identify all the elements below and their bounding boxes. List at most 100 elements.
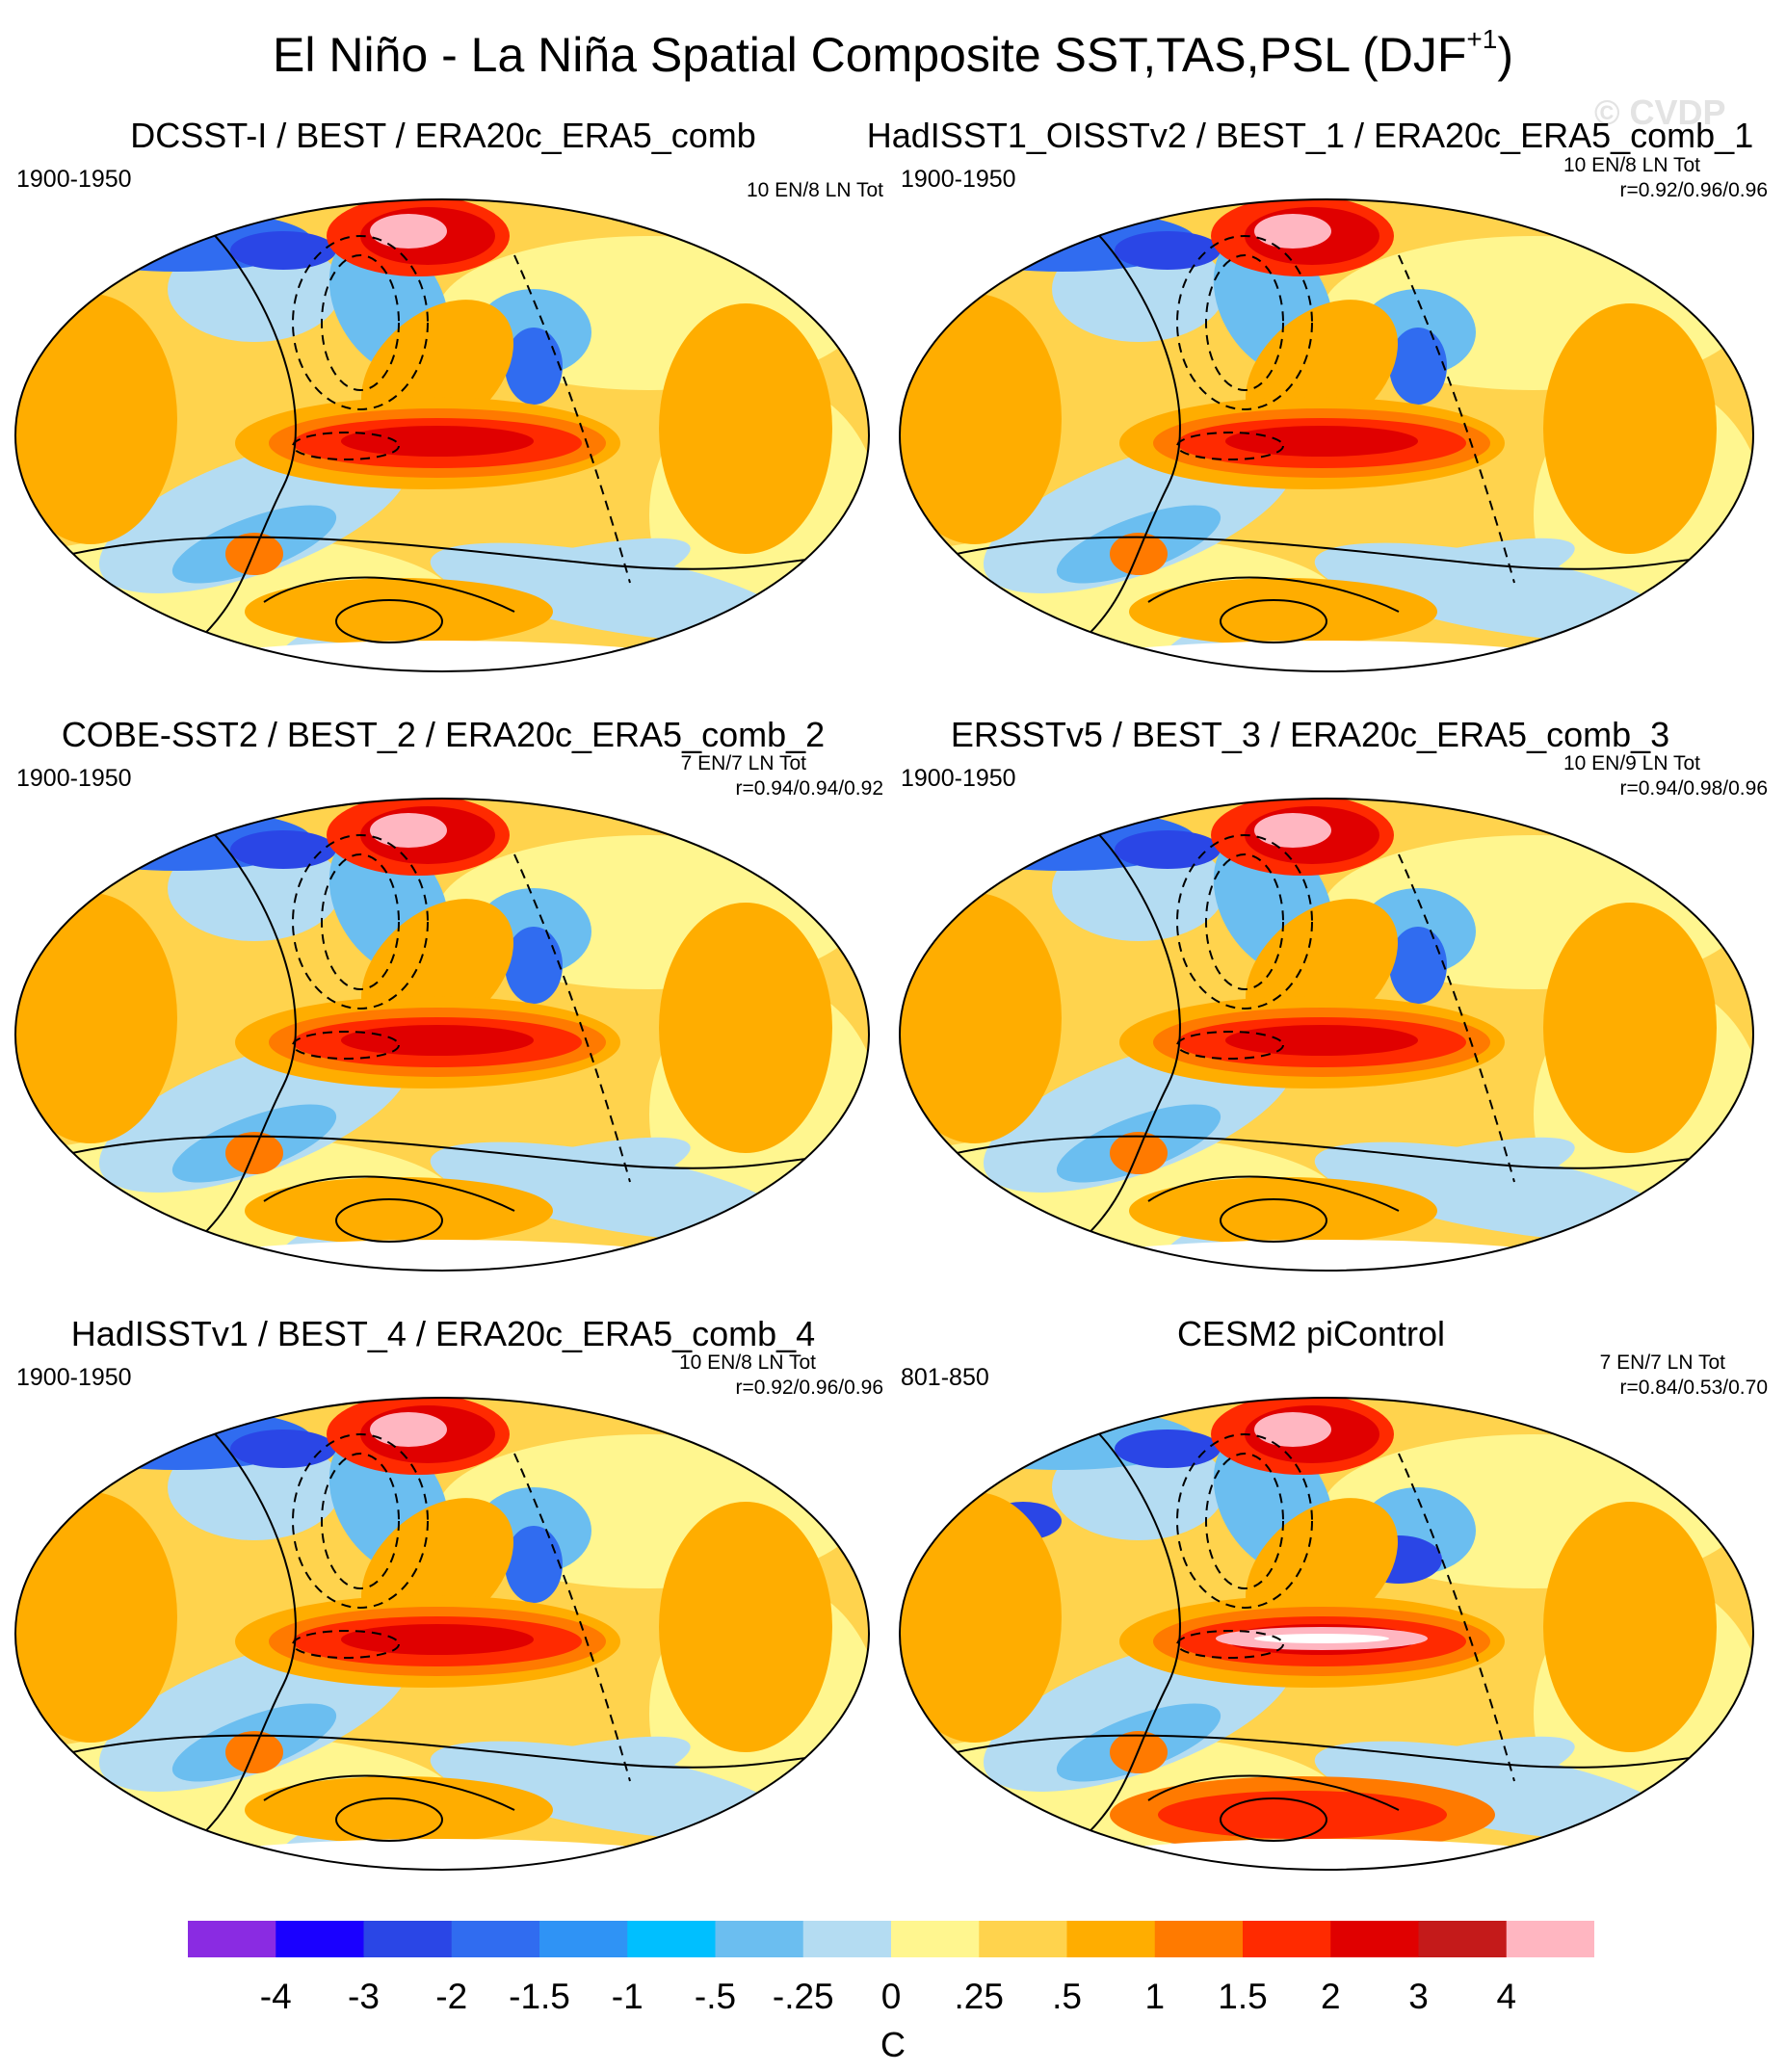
warm-anomaly-region xyxy=(659,1502,832,1752)
colorbar-tick-label: .5 xyxy=(1052,1977,1082,2016)
psl-contour-negative xyxy=(292,1630,400,1659)
antarctica-no-data xyxy=(1009,1240,1644,1271)
panel-5-map xyxy=(14,1397,870,1871)
colorbar-tick-label: .25 xyxy=(954,1977,1004,2016)
colorbar-tick-label: 4 xyxy=(1496,1977,1517,2016)
antarctica-no-data xyxy=(1009,641,1644,671)
warm-anomaly-region xyxy=(1543,1502,1717,1752)
panel-1-period: 1900-1950 xyxy=(16,166,132,193)
psl-contour-positive xyxy=(335,1797,443,1842)
colorbar-tick-label: -4 xyxy=(259,1977,292,2016)
alaska-warm-anomaly-core xyxy=(370,813,447,848)
psl-contour-negative xyxy=(513,254,631,584)
psl-contours xyxy=(916,225,1747,651)
colorbar-swatch xyxy=(363,1921,453,1957)
panel-2-map xyxy=(899,198,1754,672)
panel-6-corr: r=0.84/0.53/0.70 xyxy=(1619,1377,1768,1399)
panel-6-period: 801-850 xyxy=(901,1364,989,1391)
panel-3-events: 7 EN/7 LN Tot xyxy=(680,752,806,774)
panel-3-title: COBE-SST2 / BEST_2 / ERA20c_ERA5_comb_2 xyxy=(61,715,826,754)
antarctica-no-data xyxy=(124,1240,760,1271)
enso-tongue xyxy=(1225,426,1418,457)
warm-anomaly-region xyxy=(15,893,177,1143)
alaska-warm-anomaly-core xyxy=(370,214,447,249)
panel-1-events: 10 EN/8 LN Tot xyxy=(746,179,883,201)
colorbar-tick-label: -.5 xyxy=(694,1977,737,2016)
colorbar-swatch xyxy=(1066,1921,1156,1957)
colorbar-swatch xyxy=(539,1921,628,1957)
alaska-warm-anomaly-core xyxy=(370,1412,447,1447)
panel-1-map xyxy=(14,198,870,672)
warm-anomaly-region xyxy=(900,294,1062,544)
psl-contour-positive xyxy=(1147,1175,1400,1212)
psl-contour-negative xyxy=(292,1031,400,1060)
colorbar-swatch xyxy=(627,1921,716,1957)
panel-6-map xyxy=(899,1397,1754,1871)
colorbar-tick-label: 0 xyxy=(880,1977,902,2016)
psl-contour-positive xyxy=(1220,1198,1327,1243)
colorbar-swatch xyxy=(802,1921,892,1957)
psl-contour-negative xyxy=(1205,254,1284,391)
psl-contour-negative xyxy=(321,853,400,990)
psl-contour-negative xyxy=(513,1453,631,1782)
psl-contours xyxy=(916,1424,1747,1849)
psl-contour-negative xyxy=(292,432,400,460)
enso-tongue xyxy=(1225,1025,1418,1056)
psl-contour-negative xyxy=(292,235,429,410)
colorbar-tick-label: 1 xyxy=(1144,1977,1166,2016)
panel-3-period: 1900-1950 xyxy=(16,765,132,792)
colorbar-tick-label: 2 xyxy=(1320,1977,1341,2016)
psl-contour-positive xyxy=(32,1734,862,1769)
psl-contour-positive xyxy=(186,1424,297,1849)
enso-tongue xyxy=(341,1624,534,1655)
colorbar-units: C xyxy=(880,2025,906,2064)
colorbar-swatch xyxy=(1243,1921,1331,1957)
colorbar-swatch xyxy=(715,1921,804,1957)
colorbar-swatch xyxy=(1154,1921,1244,1957)
panel-5-corr: r=0.92/0.96/0.96 xyxy=(735,1377,883,1399)
siberia-cold-anomaly xyxy=(230,830,336,869)
psl-contour-positive xyxy=(1147,576,1400,613)
psl-contour-positive xyxy=(1070,225,1181,651)
psl-contour-negative xyxy=(1205,853,1284,990)
alaska-warm-anomaly-core xyxy=(1254,813,1331,848)
psl-contour-negative xyxy=(1176,1433,1313,1609)
colorbar-swatch xyxy=(276,1921,364,1957)
warm-anomaly-region xyxy=(900,893,1062,1143)
panel-4-corr: r=0.94/0.98/0.96 xyxy=(1619,777,1768,800)
enso-tongue-core xyxy=(1254,1634,1389,1643)
psl-contour-positive xyxy=(263,576,515,613)
colorbar-tick-label: -.25 xyxy=(772,1977,834,2016)
psl-contour-positive xyxy=(186,825,297,1250)
alaska-warm-anomaly-core xyxy=(1254,1412,1331,1447)
psl-contour-positive xyxy=(186,225,297,651)
panel-4-map xyxy=(899,798,1754,1272)
psl-contour-positive xyxy=(1220,1797,1327,1842)
panel-6-events: 7 EN/7 LN Tot xyxy=(1599,1351,1725,1374)
colorbar-swatch xyxy=(1330,1921,1419,1957)
psl-contour-positive xyxy=(335,599,443,643)
panel-2-title: HadISST1_OISSTv2 / BEST_1 / ERA20c_ERA5_… xyxy=(866,116,1754,155)
psl-contour-negative xyxy=(1176,1630,1284,1659)
psl-contour-positive xyxy=(263,1175,515,1212)
map-outline xyxy=(899,798,1754,1272)
siberia-cold-anomaly xyxy=(1115,1429,1221,1468)
colorbar-tick-label: 1.5 xyxy=(1218,1977,1268,2016)
psl-contour-negative xyxy=(321,254,400,391)
panel-2-period: 1900-1950 xyxy=(901,166,1016,193)
antarctica-no-data xyxy=(124,641,760,671)
psl-contour-positive xyxy=(1147,1774,1400,1811)
alaska-warm-anomaly-core xyxy=(1254,214,1331,249)
psl-contour-negative xyxy=(1176,1031,1284,1060)
map-outline xyxy=(14,798,870,1272)
psl-contour-negative xyxy=(513,853,631,1183)
map-outline xyxy=(899,1397,1754,1871)
warm-anomaly-region xyxy=(659,903,832,1153)
panel-4-events: 10 EN/9 LN Tot xyxy=(1563,752,1700,774)
psl-contour-negative xyxy=(1398,1453,1515,1782)
warm-anomaly-region xyxy=(900,1492,1062,1743)
psl-contour-negative xyxy=(1176,235,1313,410)
psl-contour-positive xyxy=(916,536,1747,570)
figure-title: El Niño - La Niña Spatial Composite SST,… xyxy=(273,24,1513,82)
colorbar-tick-label: -2 xyxy=(435,1977,468,2016)
